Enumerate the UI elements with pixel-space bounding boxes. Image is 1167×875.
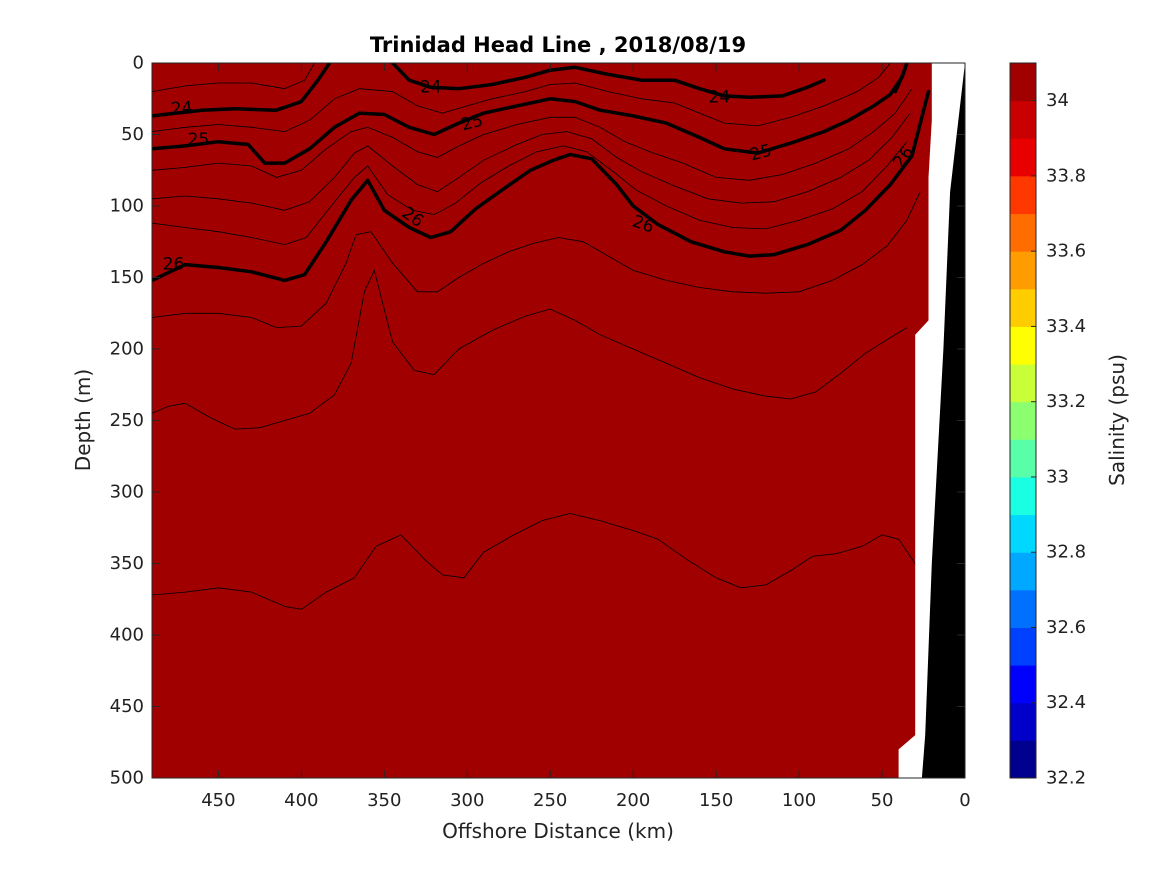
colorbar-ticks: 32.2 32.4 32.6 32.8 33 33.2 33.4 33.6 33.8 34 (1031, 90, 1086, 789)
density-contours-thin (152, 63, 921, 610)
colorbar-swatch (1010, 702, 1036, 741)
y-axis-ticks: 0 50 100 150 200 250 300 350 400 450 500 (110, 53, 965, 789)
colorbar-swatch (1010, 476, 1036, 516)
y-tick-label: 0 (133, 53, 144, 74)
x-tick-label: 300 (450, 790, 484, 811)
y-tick-label: 100 (110, 196, 144, 217)
colorbar-swatch (1010, 627, 1036, 666)
x-tick-label: 200 (616, 790, 650, 811)
land-mask (898, 63, 965, 778)
y-tick-label: 400 (110, 625, 144, 646)
salinity-band (152, 63, 965, 550)
colorbar-swatch (1010, 589, 1036, 628)
colorbar-tick-label: 32.6 (1046, 617, 1086, 638)
density-contour-thin (152, 513, 919, 610)
land-shelf (921, 63, 965, 778)
y-tick-label: 350 (110, 553, 144, 574)
x-tick-label: 150 (699, 790, 733, 811)
colorbar-tick-label: 32.4 (1046, 692, 1086, 713)
colorbar-tick-label: 32.2 (1046, 768, 1086, 789)
colorbar-tick-label: 33.6 (1046, 241, 1086, 262)
colorbar-frame (1009, 62, 1037, 779)
colorbar-tick-label: 33.8 (1046, 165, 1086, 186)
y-axis-label: Depth (m) (71, 369, 95, 471)
y-tick-label: 150 (110, 267, 144, 288)
chart-title: Trinidad Head Line , 2018/08/19 (370, 33, 746, 57)
contour-label: 24 (420, 77, 442, 97)
contour-label: 24 (709, 87, 731, 107)
contour-label: 24 (170, 98, 193, 120)
x-tick-label: 50 (871, 790, 894, 811)
x-tick-label: 100 (782, 790, 816, 811)
density-contour-thin (152, 88, 913, 181)
density-contour-thin (152, 63, 315, 92)
density-contour-thin (152, 269, 908, 430)
salinity-fill-layer (152, 63, 965, 778)
x-tick-label: 0 (959, 790, 970, 811)
colorbar-swatch (1010, 364, 1036, 403)
colorbar-label: Salinity (psu) (1105, 354, 1129, 486)
colorbar-swatch (1010, 401, 1036, 440)
y-tick-label: 200 (110, 339, 144, 360)
y-tick-label: 500 (110, 768, 144, 789)
density-contour-bold (152, 63, 909, 165)
colorbar-swatch (1010, 326, 1036, 365)
density-contours-bold (152, 63, 931, 283)
density-contour-thin (152, 191, 921, 329)
colorbar-tick-label: 34 (1046, 90, 1069, 111)
colorbar-swatch (1010, 251, 1036, 290)
x-axis-label: Offshore Distance (km) (442, 819, 674, 843)
colorbar-tick-label: 32.8 (1046, 542, 1086, 563)
colorbar-swatch (1010, 439, 1036, 478)
y-tick-label: 450 (110, 696, 144, 717)
density-contour-bold (390, 63, 826, 100)
density-contour-bold (152, 89, 931, 283)
y-tick-label: 50 (121, 124, 144, 145)
x-tick-label: 400 (284, 790, 318, 811)
y-tick-label: 300 (110, 482, 144, 503)
x-tick-label: 450 (201, 790, 235, 811)
y-tick-label: 250 (110, 410, 144, 431)
colorbar-tick-label: 33.2 (1046, 391, 1086, 412)
contour-label: 26 (163, 255, 185, 275)
colorbar-swatch (1010, 175, 1036, 215)
density-contour-thin (152, 63, 891, 133)
colorbar-swatch (1010, 665, 1036, 704)
colorbar-swatch (1010, 100, 1036, 139)
contour-label: 25 (188, 130, 210, 150)
x-axis-ticks: 450 400 350 300 250 200 150 100 50 0 (201, 63, 971, 811)
colorbar-swatch (1010, 288, 1036, 327)
colorbar-swatch (1010, 213, 1036, 252)
x-tick-label: 250 (533, 790, 567, 811)
density-contour-thin (152, 141, 908, 246)
colorbar-swatch (1010, 514, 1036, 553)
colorbar-swatch (1010, 552, 1036, 591)
density-contour-bold (152, 63, 332, 118)
colorbar (1009, 62, 1037, 779)
density-contour-thin (152, 112, 911, 211)
plot-area (152, 63, 965, 778)
colorbar-tick-label: 33.4 (1046, 316, 1086, 337)
x-tick-label: 350 (367, 790, 401, 811)
colorbar-swatch (1010, 63, 1036, 102)
colorbar-swatch (1010, 138, 1036, 177)
colorbar-tick-label: 33 (1046, 466, 1069, 487)
colorbar-swatch (1010, 740, 1036, 779)
